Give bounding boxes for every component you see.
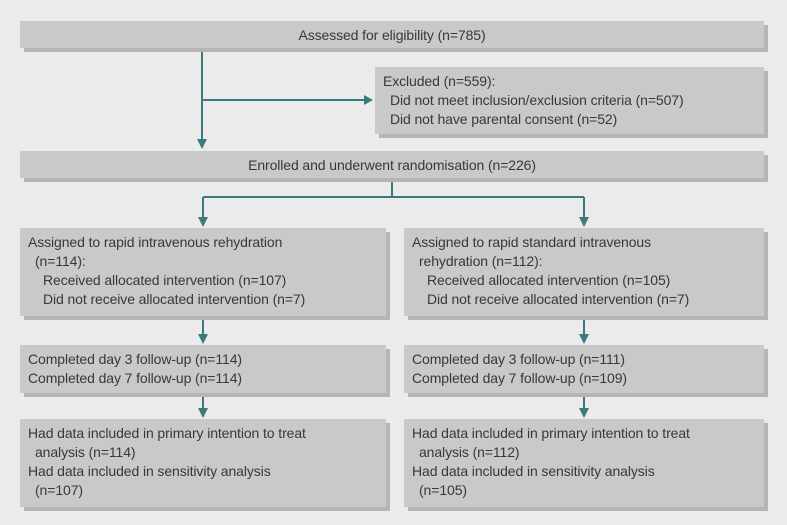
arrowhead-down-icon: [579, 217, 589, 227]
connector-enrolled-split: [202, 179, 585, 218]
box-assigned-standard-line: Received allocated intervention (n=105): [427, 272, 671, 288]
box-enrolled-randomised-text: Enrolled and underwent randomisation (n=…: [248, 156, 536, 173]
box-followup-standard-line: Completed day 3 follow-up (n=111): [412, 351, 625, 367]
box-assigned-standard-line: rehydration (n=112):: [419, 253, 543, 269]
box-analysis-rapid-line: (n=107): [35, 482, 83, 498]
box-assessed-eligibility: Assessed for eligibility (n=785): [20, 21, 764, 48]
arrowhead-down-icon: [198, 334, 208, 344]
box-assigned-standard-line: Assigned to rapid standard intravenous: [412, 234, 652, 250]
box-excluded-line: Excluded (n=559):: [383, 73, 496, 89]
box-followup-standard-line: Completed day 7 follow-up (n=109): [412, 370, 627, 386]
arrowhead-right-icon: [364, 95, 373, 105]
box-analysis-rapid-line: Had data included in primary intention t…: [28, 425, 306, 441]
box-excluded-line: Did not meet inclusion/exclusion criteri…: [390, 92, 684, 108]
arrowhead-down-icon: [198, 408, 208, 418]
box-analysis-rapid-line: Had data included in sensitivity analysi…: [28, 463, 271, 479]
box-analysis-rapid: Had data included in primary intention t…: [20, 419, 386, 507]
box-excluded-line: Did not have parental consent (n=52): [390, 111, 618, 127]
box-assigned-rapid-line: Received allocated intervention (n=107): [43, 272, 287, 288]
arrowhead-down-icon: [198, 217, 208, 227]
box-assigned-rapid-rehydration: Assigned to rapid intravenous rehydratio…: [20, 228, 386, 316]
box-analysis-standard-line: Had data included in primary intention t…: [412, 425, 690, 441]
arrowhead-down-icon: [197, 139, 207, 149]
box-followup-rapid: Completed day 3 follow-up (n=114) Comple…: [20, 345, 386, 393]
box-followup-rapid-line: Completed day 7 follow-up (n=114): [28, 370, 242, 386]
box-assigned-rapid-line: (n=114):: [35, 253, 86, 269]
box-analysis-standard-line: (n=105): [419, 482, 467, 498]
box-assigned-standard-rehydration: Assigned to rapid standard intravenous r…: [404, 228, 764, 316]
box-assessed-eligibility-text: Assessed for eligibility (n=785): [298, 26, 486, 43]
box-excluded: Excluded (n=559): Did not meet inclusion…: [375, 67, 764, 134]
box-enrolled-randomised: Enrolled and underwent randomisation (n=…: [20, 151, 764, 178]
box-assigned-rapid-line: Did not receive allocated intervention (…: [43, 291, 306, 307]
box-analysis-rapid-line: analysis (n=114): [35, 444, 136, 460]
box-followup-rapid-line: Completed day 3 follow-up (n=114): [28, 351, 242, 367]
box-analysis-standard-line: analysis (n=112): [419, 444, 520, 460]
box-assigned-standard-line: Did not receive allocated intervention (…: [427, 291, 690, 307]
box-analysis-standard-line: Had data included in sensitivity analysi…: [412, 463, 655, 479]
box-analysis-standard: Had data included in primary intention t…: [404, 419, 764, 507]
arrowhead-down-icon: [579, 408, 589, 418]
arrowhead-down-icon: [579, 334, 589, 344]
box-followup-standard: Completed day 3 follow-up (n=111) Comple…: [404, 345, 764, 393]
box-assigned-rapid-line: Assigned to rapid intravenous rehydratio…: [28, 234, 283, 250]
